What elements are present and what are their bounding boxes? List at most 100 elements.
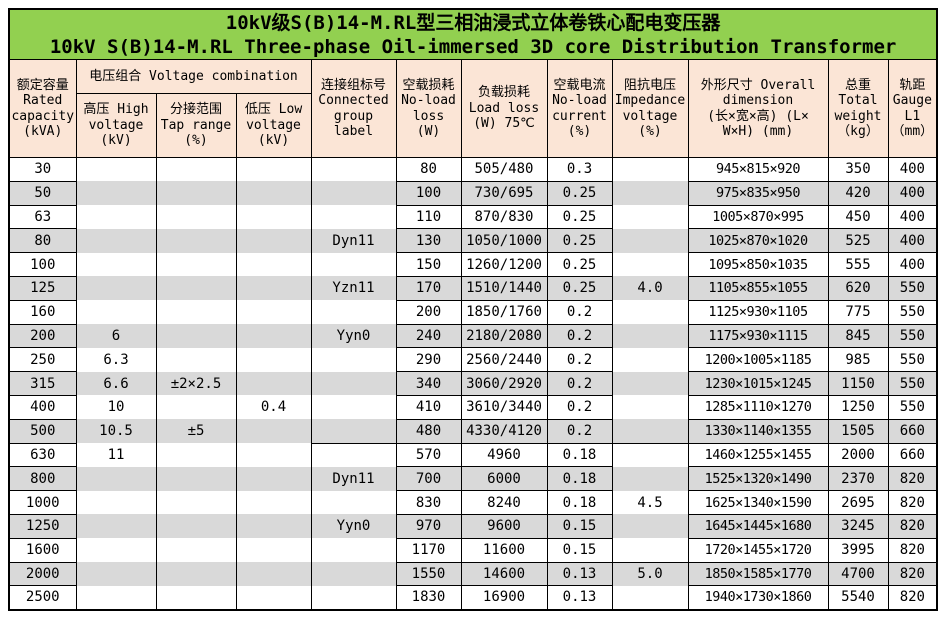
- cell-dimension: 1095×850×1035: [687, 252, 829, 277]
- cell-noload: 150: [395, 252, 462, 277]
- cell-gauge: 400: [887, 228, 938, 254]
- cell-hv: [75, 205, 157, 230]
- cell-load: 3610/3440: [460, 394, 548, 420]
- cell-lv: [235, 276, 312, 301]
- cell-dimension: 1230×1015×1245: [687, 371, 829, 396]
- cell-gauge: 820: [887, 585, 938, 611]
- cell-current: 0.15: [546, 513, 613, 539]
- cell-weight: 2370: [827, 466, 889, 492]
- cell-hv: [75, 276, 157, 301]
- cell-capacity: 160: [8, 299, 77, 325]
- header-load-loss: 负载损耗 Load loss (W) 75℃: [460, 59, 548, 158]
- cell-noload: 200: [395, 299, 462, 325]
- cell-weight: 1250: [827, 394, 889, 420]
- cell-load: 4330/4120: [460, 418, 548, 444]
- cell-hv: [75, 514, 157, 539]
- cell-impedance: [611, 252, 689, 277]
- cell-group: [310, 490, 397, 515]
- cell-impedance: [611, 395, 689, 420]
- cell-weight: 5540: [827, 585, 889, 611]
- cell-gauge: 820: [887, 537, 938, 563]
- cell-load: 1260/1200: [460, 252, 548, 277]
- cell-noload: 570: [395, 442, 462, 468]
- cell-capacity: 315: [8, 371, 77, 396]
- table-row: 2500 1830 16900 0.13 1940×1730×1860 5540 820: [8, 585, 938, 611]
- cell-tap: [155, 324, 237, 349]
- cell-weight: 985: [827, 347, 889, 373]
- cell-capacity: 2000: [8, 561, 77, 587]
- cell-group: [310, 347, 397, 373]
- cell-lv: [235, 562, 312, 587]
- cell-hv: [75, 562, 157, 587]
- cell-weight: 1150: [827, 371, 889, 396]
- cell-impedance: [611, 228, 689, 254]
- cell-current: 0.2: [546, 323, 613, 349]
- cell-tap: [155, 443, 237, 468]
- cell-tap: [155, 252, 237, 277]
- cell-capacity: 125: [8, 275, 77, 301]
- cell-impedance: 4.5: [611, 490, 689, 515]
- cell-tap: ±5: [155, 419, 237, 444]
- cell-hv: [75, 538, 157, 563]
- cell-tap: [155, 157, 237, 182]
- cell-tap: [155, 347, 237, 373]
- cell-capacity: 800: [8, 466, 77, 492]
- cell-gauge: 820: [887, 490, 938, 515]
- table-row: 80 Dyn11 130 1050/1000 0.25 1025×870×1020 525 4…: [8, 228, 938, 254]
- cell-capacity: 250: [8, 347, 77, 373]
- cell-noload: 830: [395, 490, 462, 515]
- cell-noload: 110: [395, 204, 462, 230]
- cell-noload: 290: [395, 347, 462, 373]
- cell-impedance: [611, 466, 689, 492]
- cell-load: 870/830: [460, 204, 548, 230]
- header-impedance-voltage: 阻抗电压 Impedance voltage (%): [611, 59, 689, 158]
- cell-current: 0.13: [546, 585, 613, 611]
- cell-weight: 450: [827, 204, 889, 230]
- cell-weight: 845: [827, 323, 889, 349]
- cell-tap: ±2×2.5: [155, 371, 237, 396]
- title-line-zh: 10kV级S(B)14-M.RL型三相油浸式立体卷铁心配电变压器: [225, 11, 721, 34]
- cell-gauge: 550: [887, 275, 938, 301]
- cell-load: 2560/2440: [460, 347, 548, 373]
- cell-gauge: 550: [887, 347, 938, 373]
- table-row: 400 10 0.4 410 3610/3440 0.2 1285×1110×1270 125…: [8, 394, 938, 420]
- cell-current: 0.25: [546, 180, 613, 206]
- cell-lv: 0.4: [235, 395, 312, 420]
- cell-lv: [235, 181, 312, 206]
- cell-capacity: 1000: [8, 490, 77, 515]
- cell-dimension: 1525×1320×1490: [687, 466, 829, 492]
- cell-impedance: 5.0: [611, 561, 689, 587]
- cell-impedance: [611, 300, 689, 325]
- cell-gauge: 820: [887, 466, 938, 492]
- cell-gauge: 550: [887, 323, 938, 349]
- cell-noload: 1170: [395, 537, 462, 563]
- cell-lv: [235, 419, 312, 444]
- cell-tap: [155, 395, 237, 420]
- header-row-1: 额定容量 Rated capacity (kVA) 电压组合 Voltage c…: [8, 59, 938, 158]
- cell-lv: [235, 514, 312, 539]
- cell-capacity: 400: [8, 394, 77, 420]
- cell-impedance: [611, 419, 689, 444]
- cell-impedance: [611, 585, 689, 611]
- cell-dimension: 1720×1455×1720: [687, 537, 829, 563]
- cell-group: [310, 205, 397, 230]
- table-row: 1250 Yyn0 970 9600 0.15 1645×1445×1680 3245 820: [8, 513, 938, 539]
- cell-hv: [75, 157, 157, 182]
- cell-current: 0.2: [546, 418, 613, 444]
- header-no-load-current: 空载电流 No-load current (%): [546, 59, 613, 158]
- cell-load: 2180/2080: [460, 323, 548, 349]
- cell-lv: [235, 205, 312, 230]
- cell-gauge: 660: [887, 418, 938, 444]
- header-low-voltage: 低压 Low voltage (kV): [235, 93, 312, 158]
- cell-load: 1050/1000: [460, 228, 548, 254]
- cell-lv: [235, 252, 312, 277]
- cell-hv: 6: [75, 324, 157, 349]
- table-row: 30 80 505/480 0.3 945×815×920 350 400: [8, 157, 938, 182]
- cell-gauge: 550: [887, 299, 938, 325]
- cell-hv: 11: [75, 443, 157, 468]
- cell-weight: 775: [827, 299, 889, 325]
- cell-tap: [155, 300, 237, 325]
- cell-capacity: 200: [8, 323, 77, 349]
- cell-capacity: 1250: [8, 513, 77, 539]
- cell-impedance: [611, 538, 689, 563]
